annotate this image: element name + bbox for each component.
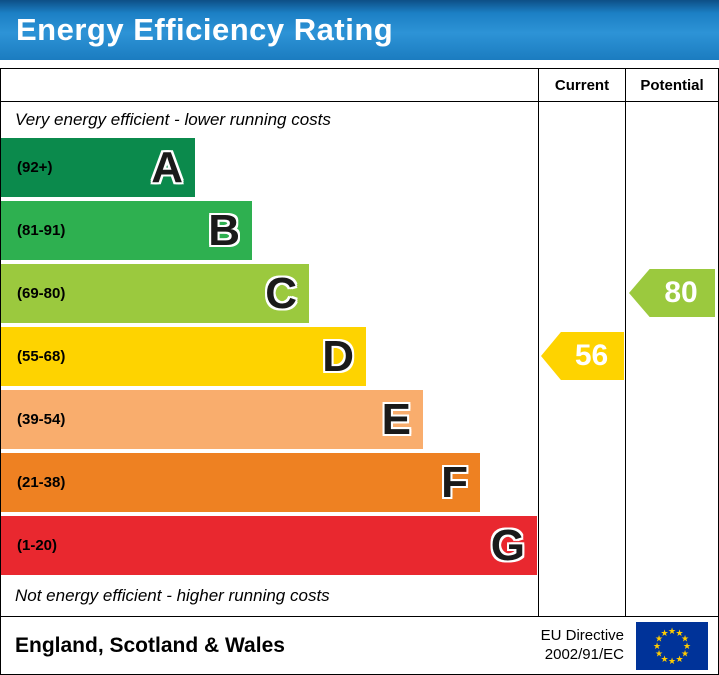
header-bands-spacer (1, 69, 539, 101)
band-bar-e: (39-54) E (1, 390, 423, 449)
band-range-a: (92+) (17, 159, 53, 176)
svg-text:★: ★ (660, 655, 668, 665)
svg-text:★: ★ (675, 655, 683, 665)
band-range-d: (55-68) (17, 348, 66, 365)
current-rating-value: 56 (574, 339, 609, 372)
band-row-c: (69-80) C (1, 264, 538, 327)
svg-text:★: ★ (668, 657, 676, 667)
svg-text:★: ★ (681, 649, 689, 659)
eu-directive-label: EU Directive 2002/91/EC (540, 626, 624, 663)
band-letter-c: C (265, 268, 297, 318)
band-bar-b: (81-91) B (1, 201, 252, 260)
potential-rating-value: 80 (664, 276, 698, 309)
column-header-potential: Potential (640, 76, 704, 94)
band-row-b: (81-91) B (1, 201, 538, 264)
band-bar-g: (1-20) G (1, 516, 537, 575)
svg-text:★: ★ (653, 642, 661, 652)
chart-body: Very energy efficient - lower running co… (1, 102, 718, 616)
band-bar-f: (21-38) F (1, 453, 480, 512)
band-letter-a: A (151, 142, 183, 192)
band-letter-e: E (381, 394, 411, 444)
band-bar-c: (69-80) C (1, 264, 309, 323)
band-row-d: (55-68) D (1, 327, 538, 390)
band-bar-d: (55-68) D (1, 327, 366, 386)
chart-frame: Current Potential Very energy efficient … (0, 68, 719, 675)
current-rating-column: 56 (539, 102, 626, 616)
page-title: Energy Efficiency Rating (16, 12, 394, 47)
current-rating-arrow: 56 (541, 332, 624, 380)
svg-text:★: ★ (675, 629, 683, 639)
caption-bottom: Not energy efficient - higher running co… (15, 586, 330, 605)
band-letter-f: F (441, 457, 468, 507)
title-gap (0, 60, 719, 68)
caption-top: Very energy efficient - lower running co… (15, 110, 331, 129)
column-header-current: Current (539, 69, 626, 101)
potential-rating-arrow: 80 (629, 269, 715, 317)
band-row-a: (92+) A (1, 138, 538, 201)
band-row-e: (39-54) E (1, 390, 538, 453)
chart-header: Current Potential (1, 69, 718, 102)
band-row-f: (21-38) F (1, 453, 538, 516)
band-range-f: (21-38) (17, 474, 66, 491)
band-range-g: (1-20) (17, 537, 58, 554)
potential-rating-column: 80 (626, 102, 718, 616)
svg-text:★: ★ (668, 627, 676, 637)
band-bar-a: (92+) A (1, 138, 195, 197)
band-range-b: (81-91) (17, 222, 66, 239)
band-range-e: (39-54) (17, 411, 66, 428)
band-letter-d: D (322, 331, 354, 381)
band-row-g: (1-20) G (1, 516, 538, 579)
bands-column: Very energy efficient - lower running co… (1, 102, 539, 616)
title-bar: Energy Efficiency Rating (0, 0, 719, 60)
band-letter-b: B (208, 205, 240, 255)
svg-text:★: ★ (655, 634, 663, 644)
band-range-c: (69-80) (17, 285, 66, 302)
footer: England, Scotland & Wales EU Directive 2… (1, 616, 718, 674)
svg-text:★: ★ (660, 629, 668, 639)
svg-text:★: ★ (681, 634, 689, 644)
svg-text:★: ★ (683, 642, 691, 652)
footer-region-label: England, Scotland & Wales (15, 633, 285, 657)
svg-text:★: ★ (655, 649, 663, 659)
eu-flag-icon: ★ ★ ★ ★ ★ ★ ★ ★ ★ ★ ★ ★ (636, 621, 708, 670)
band-letter-g: G (490, 520, 525, 570)
